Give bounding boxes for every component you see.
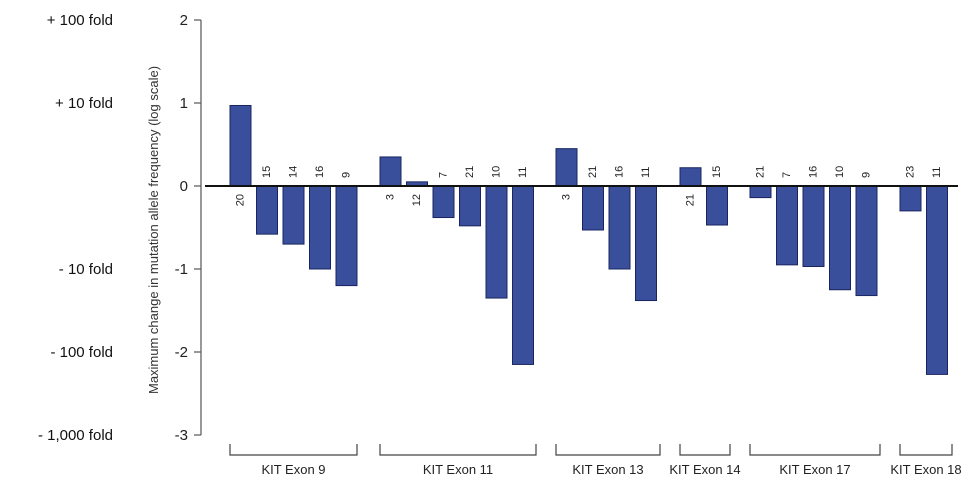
- bar: [635, 185, 657, 302]
- count-label: 11: [640, 167, 652, 178]
- bar: [555, 148, 578, 187]
- bar: [432, 185, 455, 219]
- count-label: 7: [781, 172, 793, 178]
- group-label: KIT Exon 11: [423, 462, 493, 477]
- group-label: KIT Exon 17: [779, 462, 850, 477]
- count-label: 21: [464, 166, 476, 178]
- count-label: 11: [517, 167, 529, 178]
- bar: [926, 185, 948, 375]
- bar: [776, 185, 798, 266]
- count-label: 20: [234, 194, 246, 206]
- y-tick-label: 1: [180, 95, 188, 112]
- count-label: 10: [490, 166, 502, 178]
- count-label: 16: [314, 166, 326, 178]
- count-label: 15: [711, 166, 723, 178]
- group-label: KIT Exon 13: [572, 462, 643, 477]
- group-bracket: [379, 444, 537, 456]
- fold-label: + 100 fold: [47, 12, 113, 29]
- count-label: 3: [384, 194, 396, 200]
- count-label: 11: [931, 167, 943, 178]
- count-label: 15: [261, 166, 273, 178]
- count-label: 9: [340, 172, 352, 178]
- fold-label: - 10 fold: [59, 261, 113, 278]
- group-label: KIT Exon 18: [890, 462, 961, 477]
- bar: [706, 185, 728, 226]
- bar: [749, 185, 772, 199]
- count-label: 7: [437, 172, 449, 178]
- group-bracket: [229, 444, 358, 456]
- count-label: 21: [684, 194, 696, 206]
- fold-labels: + 100 fold + 10 fold - 10 fold - 100 fold - …: [38, 12, 113, 444]
- count-labels: 20 15 14 16 9 3 12 7 21 10 11 3 21 16 11 21 15 21 7 16 10 9 23…: [234, 166, 943, 207]
- bar: [485, 185, 508, 299]
- bar: [282, 185, 305, 245]
- bar: [679, 167, 702, 187]
- bar: [608, 185, 631, 270]
- bar: [309, 185, 331, 270]
- count-label: 10: [834, 166, 846, 178]
- count-label: 9: [860, 172, 872, 178]
- fold-label: - 1,000 fold: [38, 427, 113, 444]
- y-axis: 2 1 0 -1 -2 -3: [175, 12, 202, 444]
- group-brackets: KIT Exon 9 KIT Exon 11 KIT Exon 13 KIT Exon…: [229, 444, 962, 477]
- bar: [256, 185, 278, 235]
- y-tick-label: -2: [175, 344, 188, 361]
- bar: [802, 185, 825, 268]
- bar: [855, 185, 878, 297]
- bars: [229, 104, 948, 375]
- y-tick-label: 2: [180, 12, 188, 29]
- fold-label: - 100 fold: [50, 344, 113, 361]
- count-label: 16: [807, 166, 819, 178]
- count-label: 14: [287, 166, 299, 178]
- bar: [899, 185, 922, 212]
- bar: [229, 104, 252, 187]
- group-bracket: [749, 444, 881, 456]
- bar: [379, 156, 402, 187]
- y-axis-label: Maximum change in mutation allele freque…: [146, 66, 161, 394]
- bar: [335, 185, 358, 287]
- count-label: 3: [560, 194, 572, 200]
- y-tick-label: 0: [180, 178, 188, 195]
- group-label: KIT Exon 14: [669, 462, 740, 477]
- bar: [829, 185, 851, 291]
- fold-label: + 10 fold: [55, 95, 113, 112]
- count-label: 23: [904, 166, 916, 178]
- count-label: 12: [411, 194, 423, 206]
- count-label: 16: [613, 166, 625, 178]
- bar: [582, 185, 604, 231]
- group-bracket: [899, 444, 953, 456]
- y-tick-label: -3: [175, 427, 188, 444]
- bar: [459, 185, 481, 227]
- bar: [512, 185, 534, 365]
- count-label: 21: [754, 166, 766, 178]
- y-tick-label: -1: [175, 261, 188, 278]
- group-label: KIT Exon 9: [261, 462, 325, 477]
- group-bracket: [555, 444, 661, 456]
- count-label: 21: [587, 166, 599, 178]
- group-bracket: [679, 444, 731, 456]
